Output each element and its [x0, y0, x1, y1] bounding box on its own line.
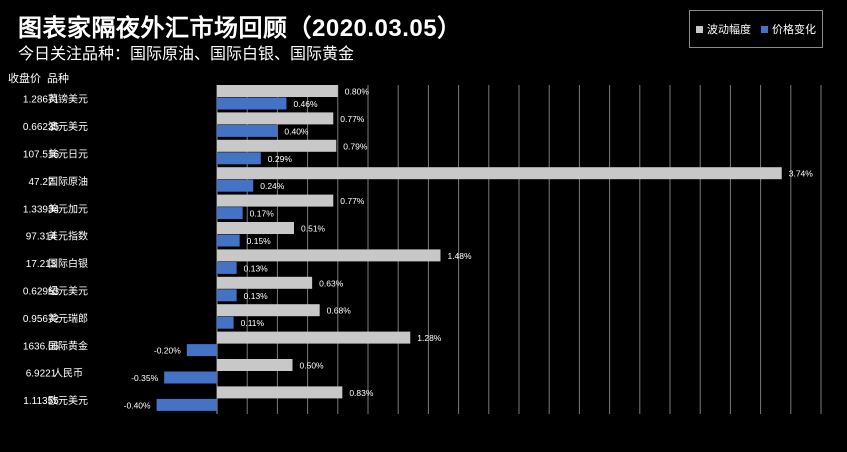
category-label: 美元瑞郎 [48, 312, 88, 325]
volatility-bar [217, 249, 441, 262]
closing-price-label: 107.516 [23, 150, 60, 161]
category-label: 美元加元 [48, 202, 88, 215]
volatility-data-label: 3.74% [789, 169, 814, 179]
price-change-bar [217, 124, 278, 137]
price-change-data-label: 0.13% [244, 291, 269, 301]
volatility-data-label: 0.68% [327, 306, 352, 316]
price-change-bar [217, 261, 237, 274]
category-label: 纽元美元 [48, 285, 88, 298]
price-change-data-label: 0.17% [250, 209, 275, 219]
price-change-bar [186, 344, 217, 357]
closing-price-label: 17.213 [26, 259, 57, 270]
category-label: 美元日元 [48, 148, 88, 161]
category-label: 国际黄金 [48, 339, 88, 352]
volatility-bar [217, 167, 782, 180]
price-change-bar [217, 97, 287, 110]
chart-title: 图表家隔夜外汇市场回顾（2020.03.05） [18, 15, 462, 42]
volatility-bar [217, 85, 338, 97]
price-change-data-label: 0.46% [293, 99, 318, 109]
price-change-bar [164, 371, 217, 384]
closing-price-label: 1.33934 [23, 204, 60, 215]
legend-label-volatility: 波动幅度 [707, 24, 751, 36]
legend: 波动幅度 价格变化 [689, 10, 823, 48]
volatility-data-label: 0.77% [340, 196, 365, 206]
legend-swatch-volatility [696, 25, 703, 33]
price-change-bar [217, 316, 234, 329]
category-label: 人民币 [53, 368, 83, 380]
legend-label-change: 价格变化 [772, 24, 816, 36]
category-label: 澳元美元 [48, 120, 88, 133]
closing-price-label: 1636.65 [23, 341, 60, 352]
volatility-bar [217, 304, 320, 317]
price-change-data-label: 0.29% [268, 154, 293, 164]
volatility-data-label: 0.83% [349, 388, 374, 398]
closing-price-label: 6.9221 [26, 369, 57, 380]
volatility-bar [217, 386, 343, 399]
closing-price-label: 97.314 [26, 232, 57, 243]
price-change-bar [217, 152, 261, 165]
price-change-data-label: 0.13% [244, 263, 269, 273]
category-label: 美元指数 [48, 230, 88, 243]
category-label: 欧元美元 [48, 394, 88, 407]
volatility-bar [217, 331, 411, 344]
price-change-data-label: 0.15% [247, 236, 272, 246]
column-header-price: 收盘价 [8, 73, 41, 85]
volatility-data-label: 0.51% [301, 224, 326, 234]
volatility-data-label: 0.63% [319, 278, 344, 288]
closing-price-label: 1.11355 [23, 396, 59, 407]
price-change-data-label: 0.11% [241, 318, 265, 328]
legend-item-volatility: 波动幅度 [696, 21, 751, 37]
column-header-name: 品种 [47, 73, 69, 85]
price-change-bar [217, 289, 237, 302]
closing-price-label: 0.66235 [23, 122, 60, 133]
price-change-bar [217, 179, 254, 192]
price-change-data-label: -0.40% [124, 400, 151, 410]
legend-item-change: 价格变化 [761, 21, 816, 37]
volatility-data-label: 0.80% [345, 87, 370, 97]
volatility-bar [217, 359, 293, 371]
volatility-data-label: 1.48% [447, 251, 472, 261]
legend-swatch-change [761, 25, 768, 33]
volatility-bar [217, 222, 295, 234]
closing-price-label: 0.62953 [23, 287, 60, 298]
closing-price-label: 1.28671 [23, 95, 60, 106]
price-change-data-label: -0.20% [154, 346, 181, 356]
price-change-data-label: 0.40% [284, 126, 309, 136]
price-change-bar [217, 234, 240, 247]
volatility-data-label: 1.28% [417, 333, 442, 343]
price-change-bar [217, 207, 243, 220]
volatility-bar [217, 276, 313, 289]
price-change-data-label: -0.35% [131, 373, 158, 383]
volatility-data-label: 0.50% [300, 361, 325, 371]
volatility-bar [217, 194, 334, 207]
volatility-data-label: 0.77% [340, 114, 365, 124]
chart-subtitle: 今日关注品种：国际原油、国际白银、国际黄金 [18, 46, 355, 63]
volatility-bar [217, 112, 334, 125]
volatility-bar [217, 139, 337, 152]
price-change-data-label: 0.24% [260, 181, 285, 191]
price-change-bar [156, 398, 217, 411]
category-label: 国际白银 [48, 257, 88, 270]
category-label: 英镑美元 [48, 93, 88, 106]
category-label: 国际原油 [48, 175, 88, 188]
closing-price-label: 0.95672 [23, 314, 60, 325]
closing-price-label: 47.27 [28, 177, 53, 188]
volatility-data-label: 0.79% [343, 141, 368, 151]
